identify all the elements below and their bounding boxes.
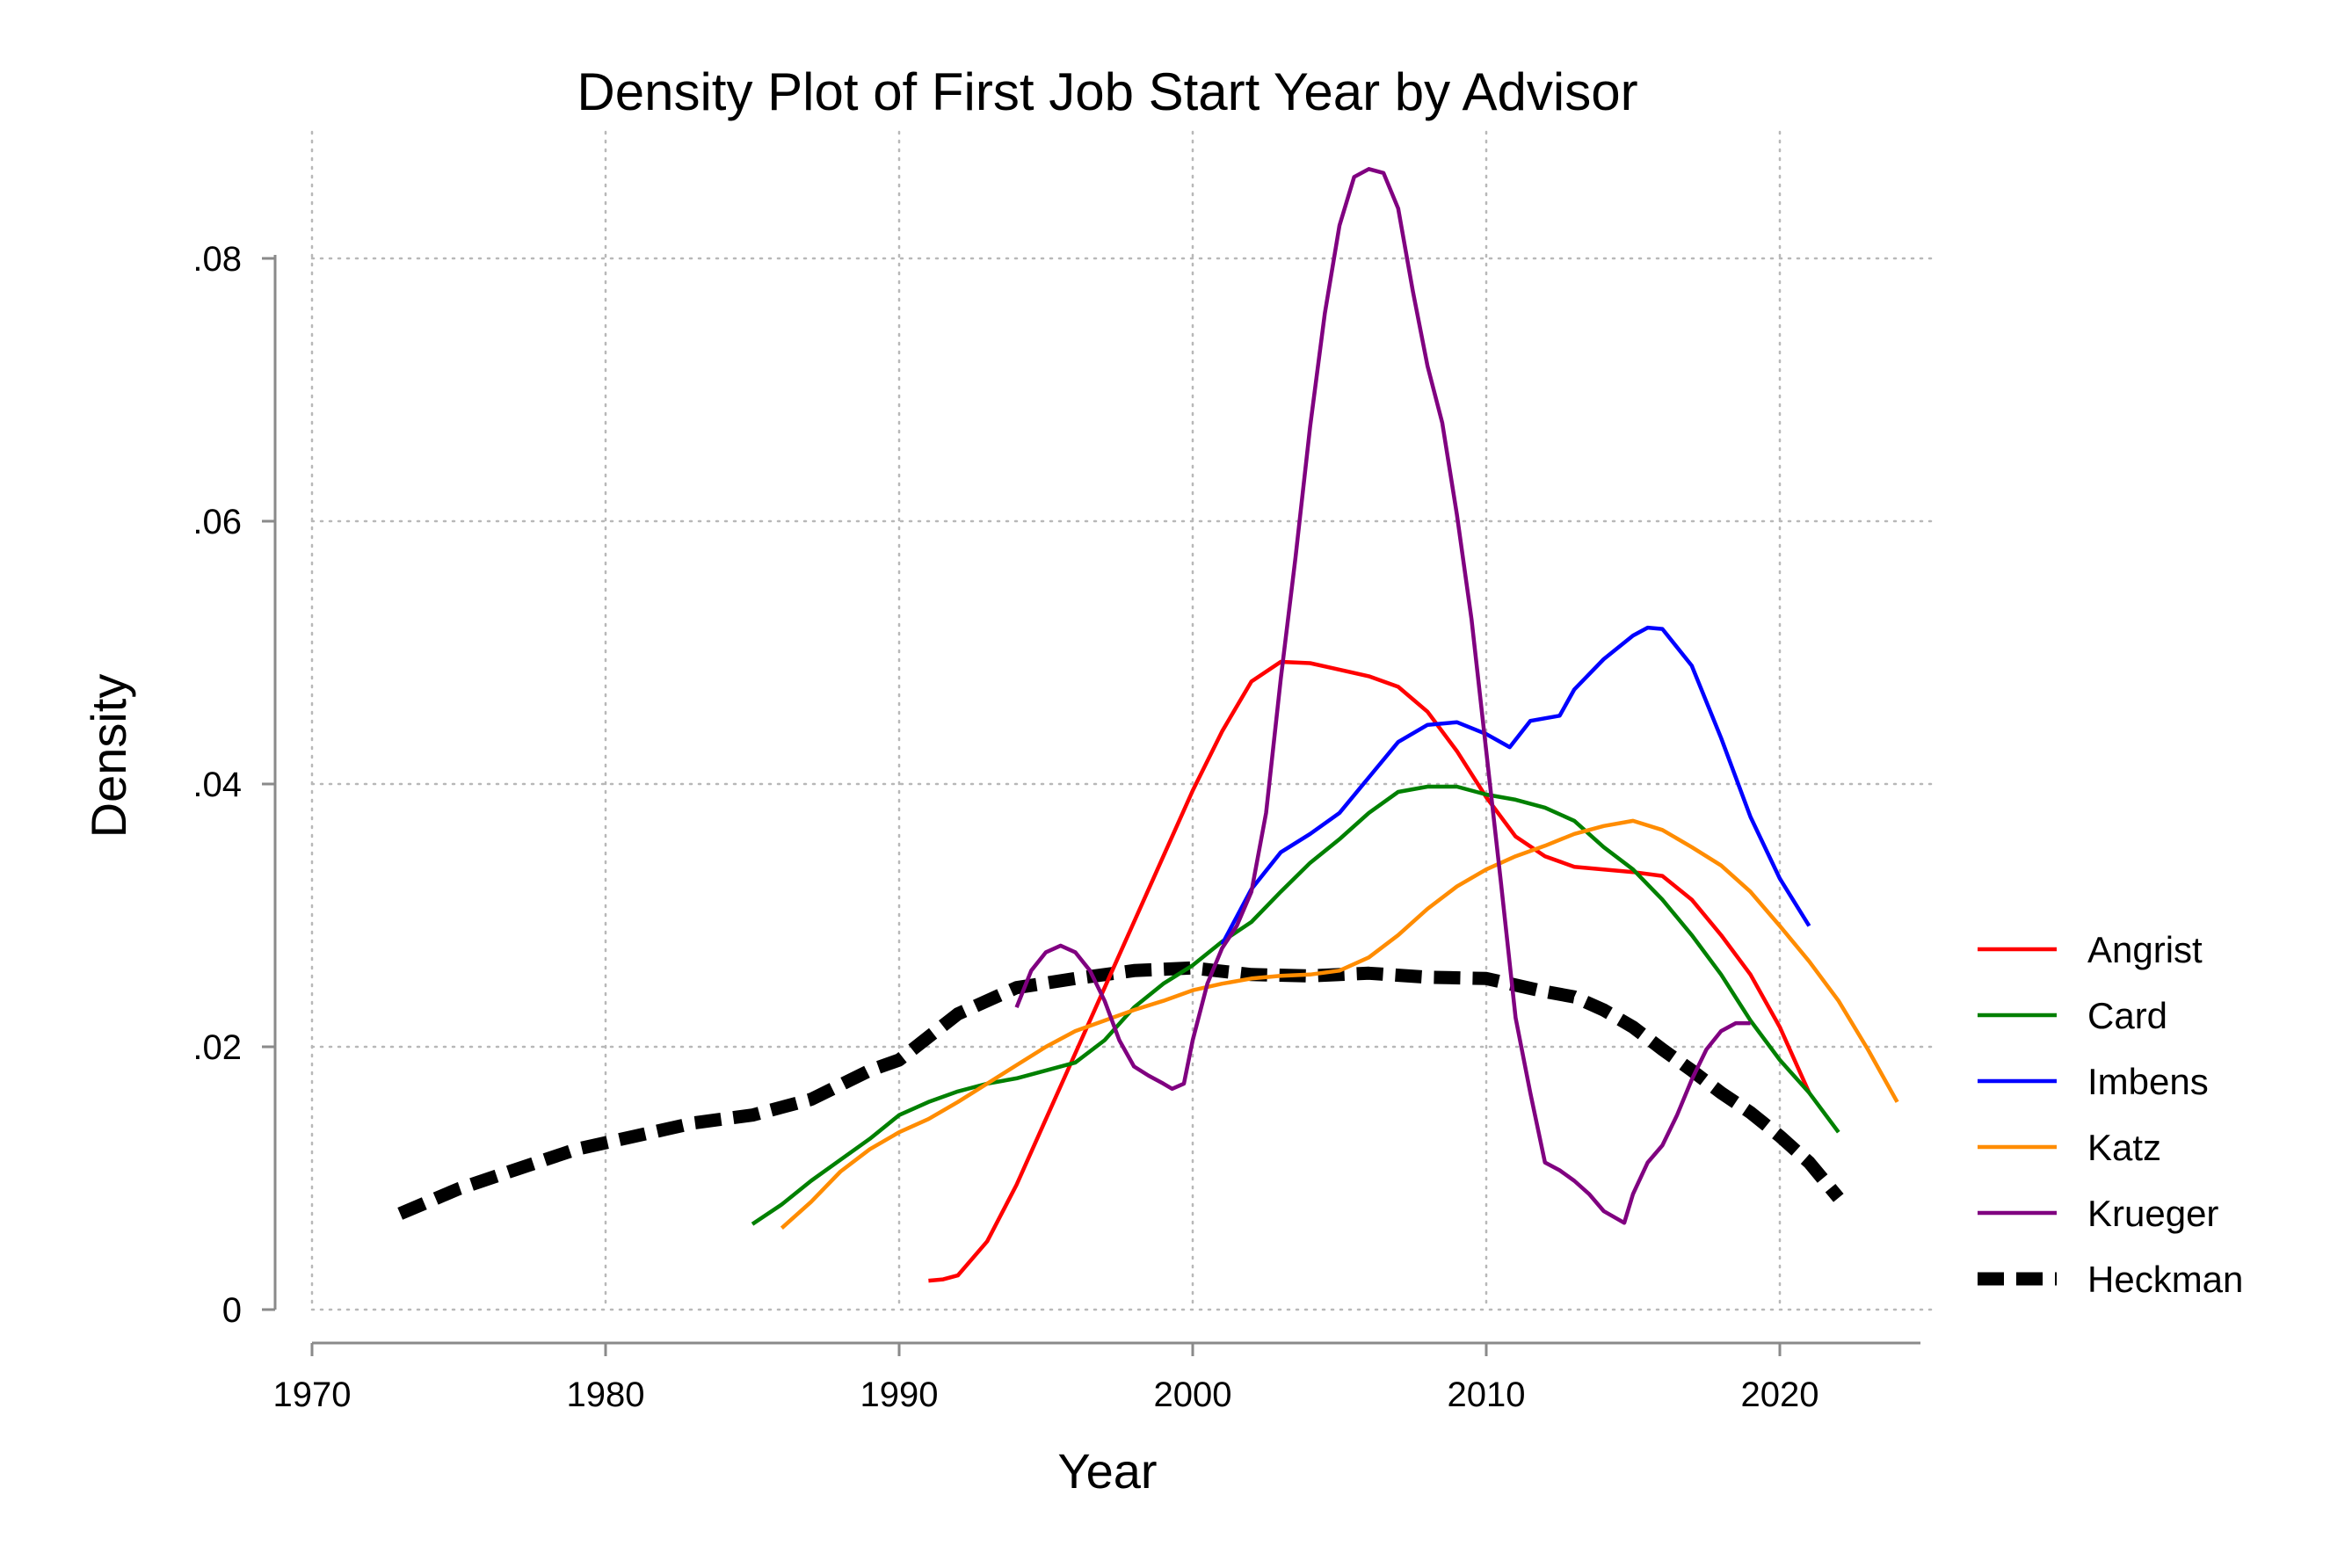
legend: Angrist Card Imbens Katz Krueger Heckman (1978, 929, 2243, 1300)
chart-title: Density Plot of First Job Start Year by … (577, 62, 1637, 121)
y-axis-title: Density (81, 674, 136, 838)
x-tick-label: 2000 (1154, 1376, 1232, 1414)
y-tick-label: 0 (222, 1291, 242, 1330)
series-lines (397, 167, 1899, 1283)
legend-label-angrist: Angrist (2087, 929, 2203, 970)
x-axis-ticks: 1970 1980 1990 2000 2010 2020 (273, 1343, 1819, 1414)
x-tick-label: 1990 (860, 1376, 939, 1414)
x-tick-label: 1980 (567, 1376, 645, 1414)
legend-label-katz: Katz (2087, 1127, 2161, 1168)
series-line-krueger (1014, 167, 1751, 1225)
x-tick-label: 2010 (1448, 1376, 1526, 1414)
y-tick-label: .08 (192, 240, 242, 279)
x-tick-label: 1970 (273, 1376, 352, 1414)
series-line-imbens (1220, 625, 1811, 946)
y-axis-ticks: 0 .02 .04 .06 .08 (192, 240, 275, 1330)
y-tick-label: .02 (192, 1028, 242, 1067)
legend-label-card: Card (2087, 995, 2167, 1036)
legend-label-krueger: Krueger (2087, 1193, 2218, 1234)
x-axis-title: Year (1057, 1443, 1157, 1499)
y-tick-label: .06 (192, 503, 242, 541)
legend-label-heckman: Heckman (2087, 1259, 2243, 1300)
series-line-angrist (928, 659, 1811, 1283)
series-line-card (751, 784, 1840, 1226)
legend-label-imbens: Imbens (2087, 1061, 2209, 1102)
x-tick-label: 2020 (1741, 1376, 1819, 1414)
series-line-heckman (397, 961, 1844, 1220)
y-tick-label: .04 (192, 766, 242, 804)
series-line-katz (780, 818, 1899, 1230)
